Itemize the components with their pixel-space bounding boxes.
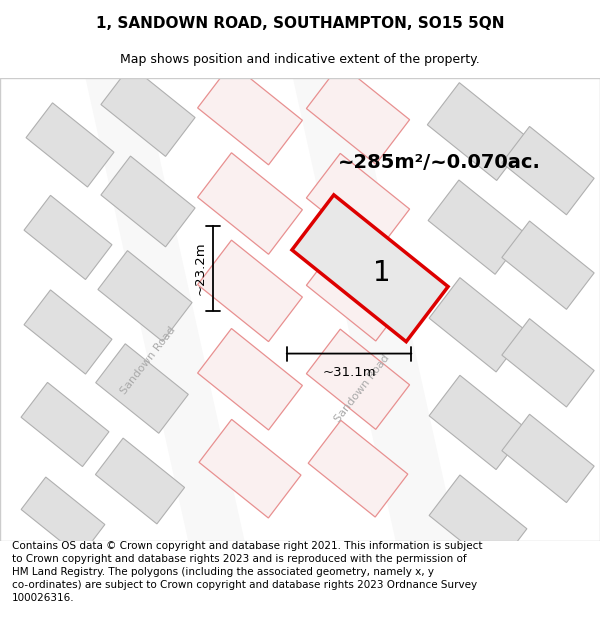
Text: 1: 1 <box>373 259 391 288</box>
Polygon shape <box>21 382 109 467</box>
Text: ~285m²/~0.070ac.: ~285m²/~0.070ac. <box>338 153 541 172</box>
Polygon shape <box>429 475 527 569</box>
Polygon shape <box>281 9 469 609</box>
Polygon shape <box>427 82 529 181</box>
Text: Sandown Road: Sandown Road <box>119 325 178 396</box>
Polygon shape <box>308 421 408 517</box>
Polygon shape <box>197 63 302 165</box>
Polygon shape <box>98 251 192 341</box>
Polygon shape <box>307 153 410 254</box>
Polygon shape <box>73 10 257 609</box>
Polygon shape <box>197 152 302 254</box>
Polygon shape <box>428 180 526 274</box>
Polygon shape <box>307 241 410 341</box>
Polygon shape <box>429 278 527 372</box>
Text: ~23.2m: ~23.2m <box>194 241 207 295</box>
Text: ~31.1m: ~31.1m <box>322 366 376 379</box>
Polygon shape <box>429 375 527 469</box>
Polygon shape <box>24 290 112 374</box>
Polygon shape <box>24 196 112 279</box>
Polygon shape <box>502 221 594 309</box>
Polygon shape <box>95 438 185 524</box>
Polygon shape <box>307 329 410 429</box>
Polygon shape <box>101 66 195 156</box>
Text: Contains OS data © Crown copyright and database right 2021. This information is : Contains OS data © Crown copyright and d… <box>12 541 482 603</box>
Text: 1, SANDOWN ROAD, SOUTHAMPTON, SO15 5QN: 1, SANDOWN ROAD, SOUTHAMPTON, SO15 5QN <box>96 16 504 31</box>
Polygon shape <box>307 64 410 164</box>
Polygon shape <box>197 240 302 342</box>
Polygon shape <box>96 344 188 433</box>
Polygon shape <box>502 414 594 502</box>
Polygon shape <box>21 477 105 557</box>
Polygon shape <box>101 156 195 247</box>
Polygon shape <box>197 329 302 430</box>
Polygon shape <box>199 419 301 518</box>
Text: Map shows position and indicative extent of the property.: Map shows position and indicative extent… <box>120 53 480 66</box>
Polygon shape <box>26 103 114 187</box>
Text: Sandown Road: Sandown Road <box>332 353 391 424</box>
Polygon shape <box>502 319 594 407</box>
Polygon shape <box>292 195 448 342</box>
Polygon shape <box>502 126 594 215</box>
